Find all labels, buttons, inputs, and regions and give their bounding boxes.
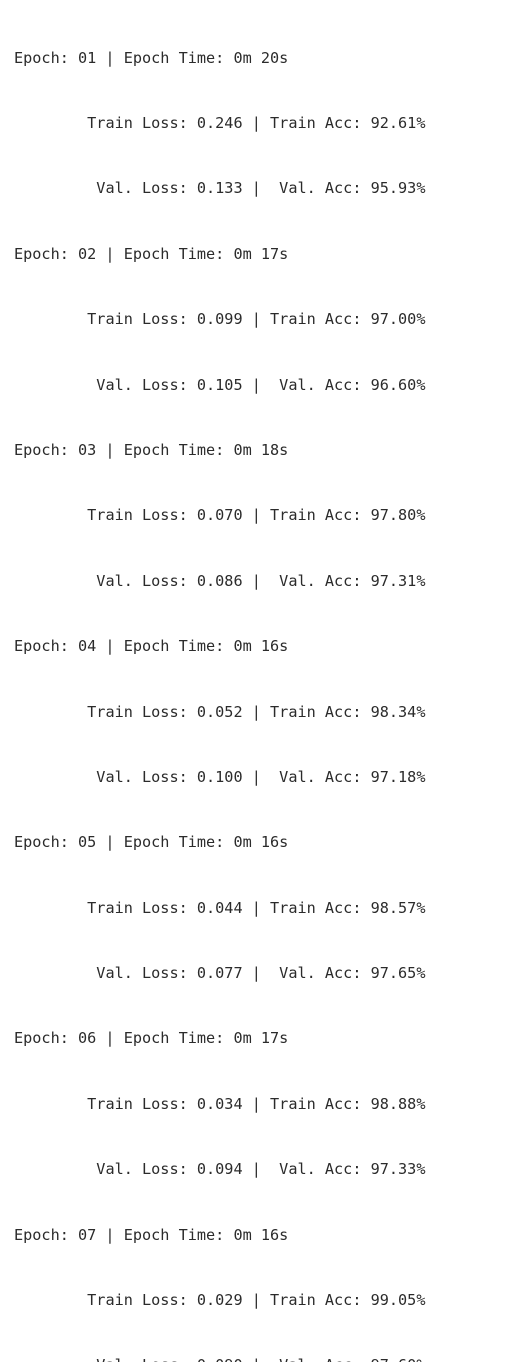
log-line-val-02: Val. Loss: 0.105 | Val. Acc: 96.60% [14,375,426,394]
log-line-epoch-05: Epoch: 05 | Epoch Time: 0m 16s [14,833,289,852]
log-line-train-04: Train Loss: 0.052 | Train Acc: 98.34% [14,702,426,721]
log-line-val-03: Val. Loss: 0.086 | Val. Acc: 97.31% [14,571,426,590]
log-line-val-04: Val. Loss: 0.100 | Val. Acc: 97.18% [14,767,426,786]
training-log-output: Epoch: 01 | Epoch Time: 0m 20s Train Los… [14,48,426,1362]
log-line-epoch-03: Epoch: 03 | Epoch Time: 0m 18s [14,440,289,459]
log-line-val-05: Val. Loss: 0.077 | Val. Acc: 97.65% [14,964,426,983]
log-line-val-06: Val. Loss: 0.094 | Val. Acc: 97.33% [14,1160,426,1179]
log-line-train-06: Train Loss: 0.034 | Train Acc: 98.88% [14,1094,426,1113]
log-line-train-05: Train Loss: 0.044 | Train Acc: 98.57% [14,898,426,917]
log-line-train-01: Train Loss: 0.246 | Train Acc: 92.61% [14,113,426,132]
log-line-epoch-04: Epoch: 04 | Epoch Time: 0m 16s [14,637,289,656]
log-line-epoch-02: Epoch: 02 | Epoch Time: 0m 17s [14,244,289,263]
log-line-epoch-06: Epoch: 06 | Epoch Time: 0m 17s [14,1029,289,1048]
log-line-train-03: Train Loss: 0.070 | Train Acc: 97.80% [14,506,426,525]
log-line-val-01: Val. Loss: 0.133 | Val. Acc: 95.93% [14,179,426,198]
log-line-epoch-07: Epoch: 07 | Epoch Time: 0m 16s [14,1225,289,1244]
log-line-epoch-01: Epoch: 01 | Epoch Time: 0m 20s [14,48,289,67]
log-line-val-07: Val. Loss: 0.090 | Val. Acc: 97.60% [14,1355,510,1362]
log-line-train-07: Train Loss: 0.029 | Train Acc: 99.05% [14,1291,426,1310]
log-line-train-02: Train Loss: 0.099 | Train Acc: 97.00% [14,310,426,329]
